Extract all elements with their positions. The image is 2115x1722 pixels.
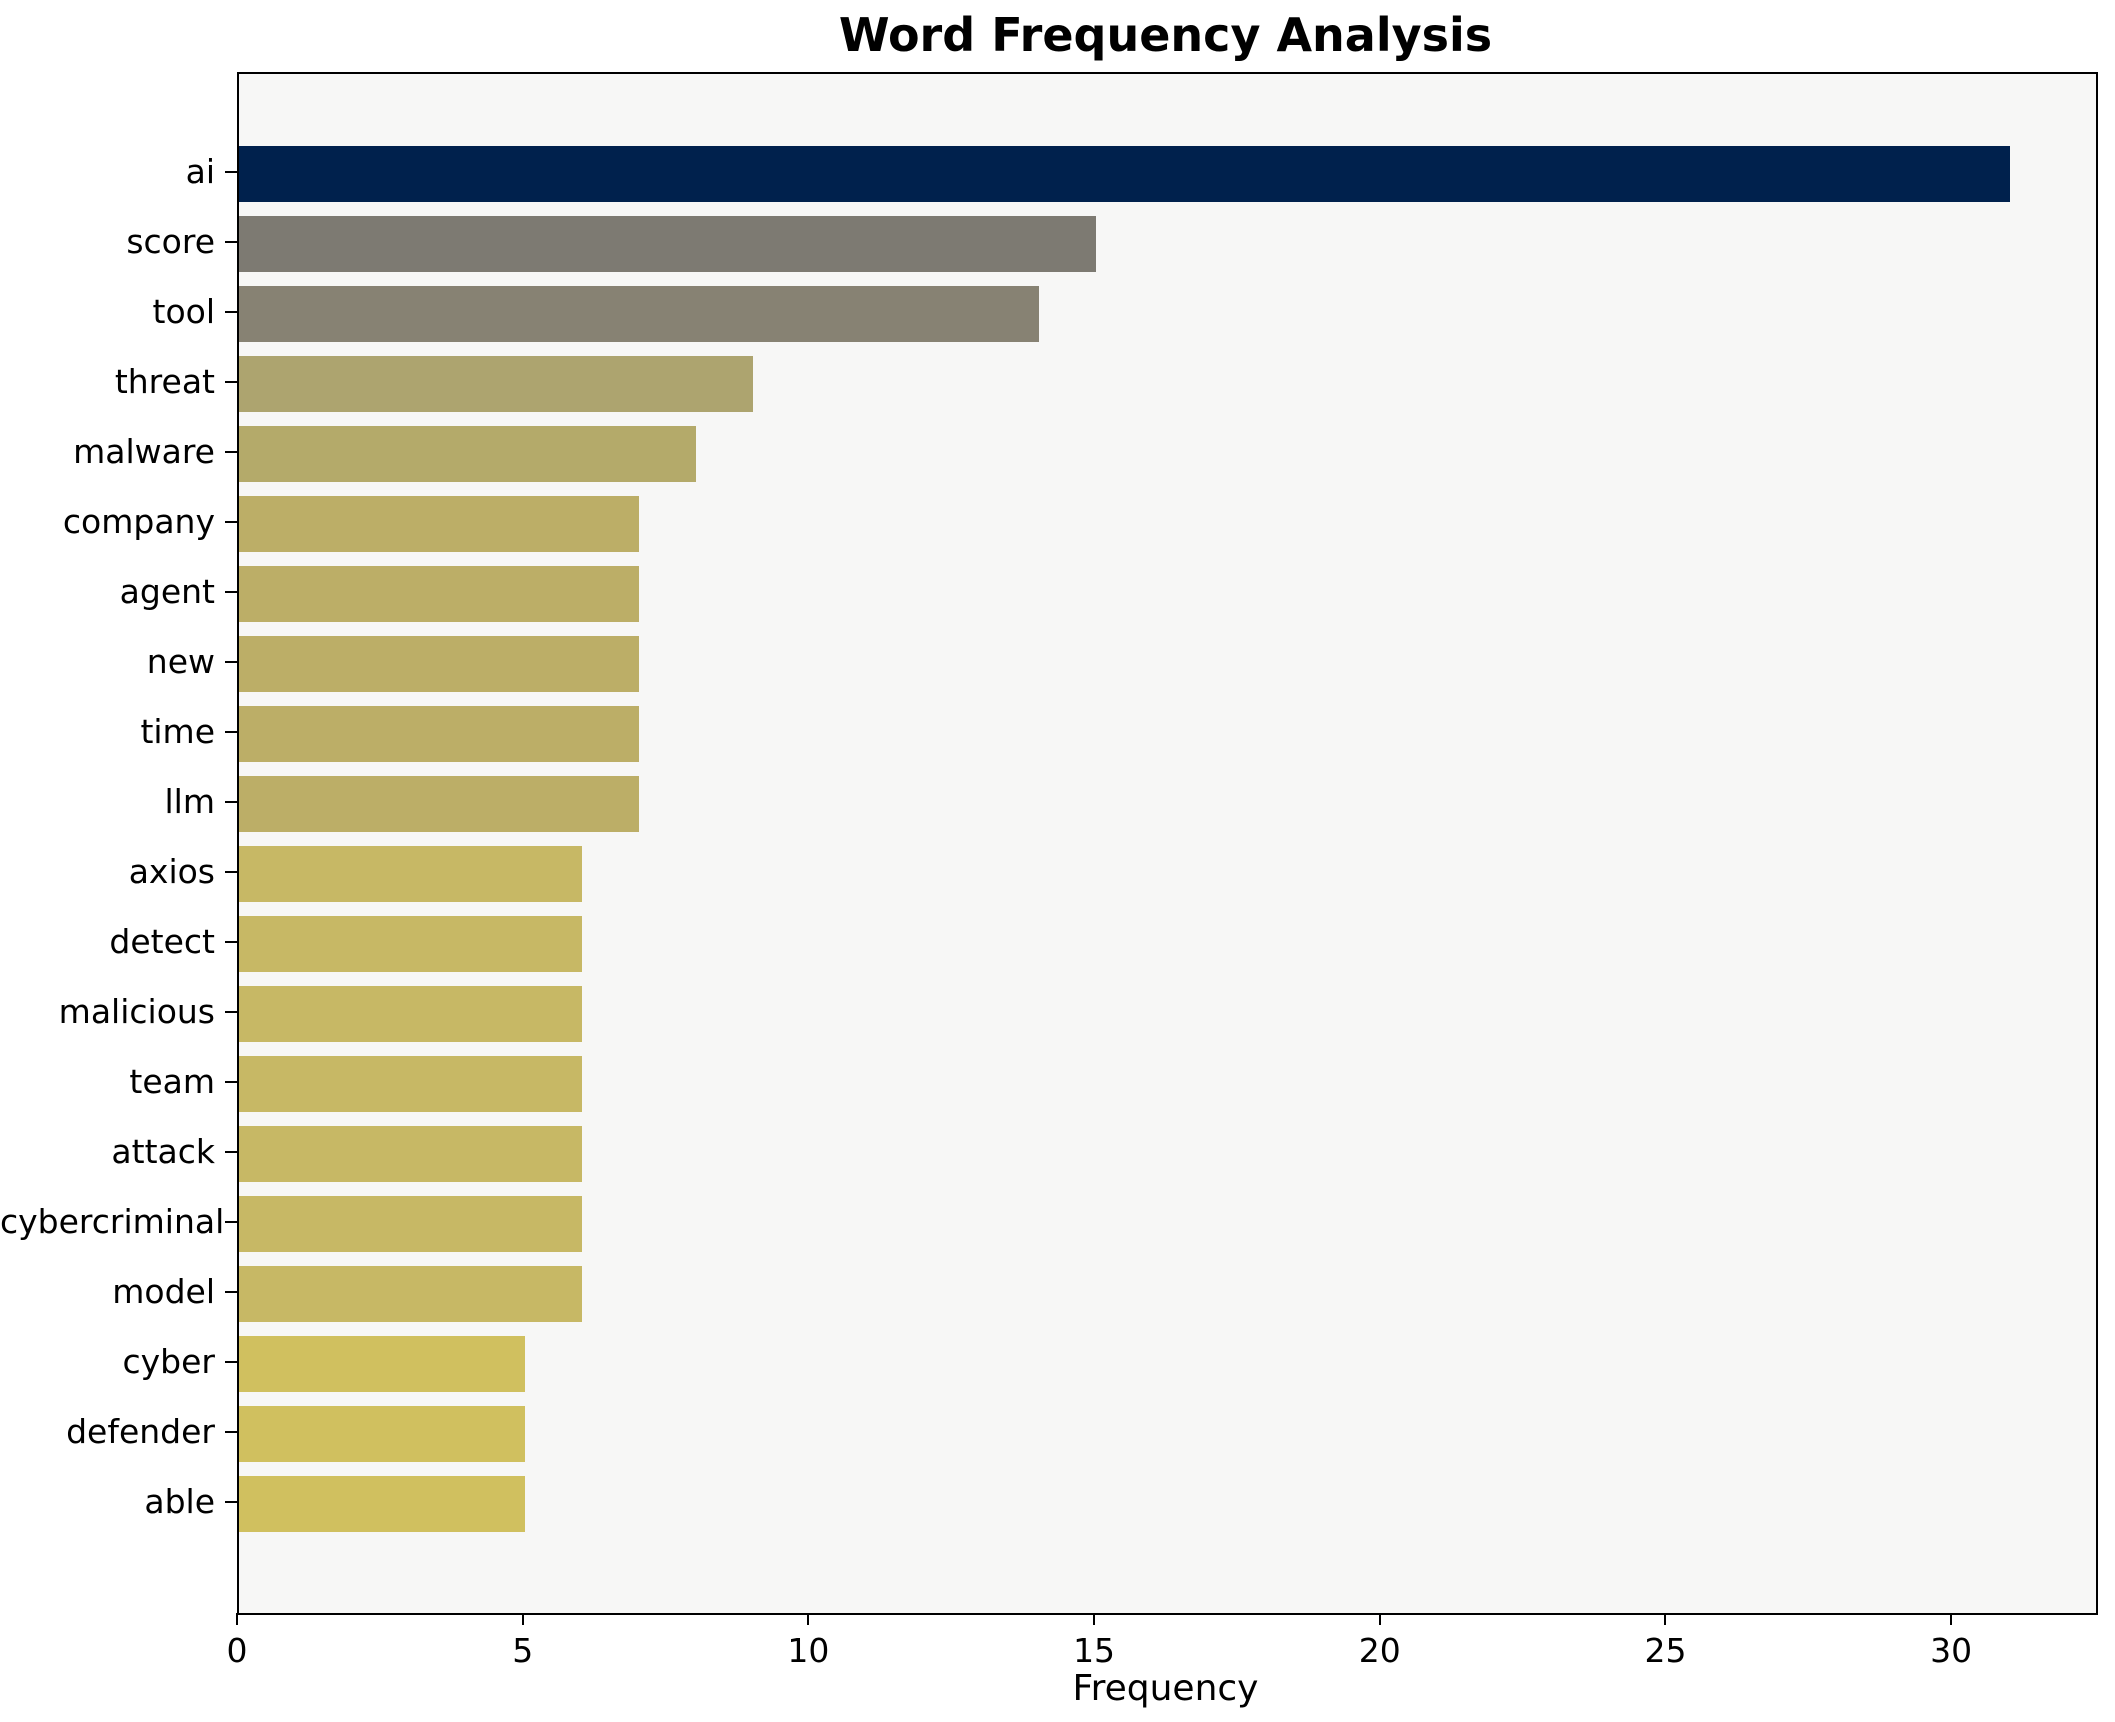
x-tick-30 <box>1950 1613 1953 1625</box>
y-tick-label-threat: threat <box>114 362 215 401</box>
y-tick-label-attack: attack <box>111 1132 215 1171</box>
y-tick-label-cybercriminal: cybercriminal <box>0 1202 225 1241</box>
y-tick-model <box>225 1291 237 1293</box>
x-tick-label-10: 10 <box>787 1631 830 1670</box>
x-tick-label-25: 25 <box>1644 1631 1687 1670</box>
x-tick-5 <box>521 1613 524 1625</box>
y-tick-score <box>225 241 237 243</box>
bar-team <box>239 1056 582 1112</box>
y-tick-label-malware: malware <box>73 432 215 471</box>
y-tick-malware <box>225 451 237 453</box>
x-tick-15 <box>1093 1613 1096 1625</box>
y-tick-tool <box>225 311 237 313</box>
y-tick-new <box>225 661 237 663</box>
bar-defender <box>239 1406 525 1462</box>
plot-area <box>237 72 2098 1615</box>
y-tick-malicious <box>225 1011 237 1013</box>
bar-time <box>239 706 639 762</box>
y-tick-label-company: company <box>62 502 215 541</box>
bar-threat <box>239 356 754 412</box>
y-tick-label-tool: tool <box>152 292 216 331</box>
bar-attack <box>239 1126 582 1182</box>
y-tick-detect <box>225 941 237 943</box>
y-tick-able <box>225 1501 237 1503</box>
y-tick-company <box>225 521 237 523</box>
y-tick-label-malicious: malicious <box>58 992 215 1031</box>
x-tick-label-20: 20 <box>1358 1631 1401 1670</box>
x-tick-10 <box>807 1613 810 1625</box>
y-tick-label-agent: agent <box>119 572 215 611</box>
bar-new <box>239 636 639 692</box>
y-tick-threat <box>225 381 237 383</box>
bar-tool <box>239 286 1039 342</box>
x-tick-label-15: 15 <box>1073 1631 1116 1670</box>
x-tick-label-5: 5 <box>512 1631 534 1670</box>
y-tick-label-able: able <box>144 1482 215 1521</box>
y-tick-label-llm: llm <box>164 782 215 821</box>
bar-cybercriminal <box>239 1196 582 1252</box>
x-tick-20 <box>1378 1613 1381 1625</box>
y-tick-time <box>225 731 237 733</box>
y-tick-label-model: model <box>112 1272 215 1311</box>
y-tick-defender <box>225 1431 237 1433</box>
y-tick-label-defender: defender <box>66 1412 215 1451</box>
y-tick-label-axios: axios <box>128 852 215 891</box>
bar-axios <box>239 846 582 902</box>
y-tick-label-score: score <box>126 222 215 261</box>
y-tick-cybercriminal <box>225 1221 237 1223</box>
bar-able <box>239 1476 525 1532</box>
y-tick-label-team: team <box>129 1062 215 1101</box>
bar-company <box>239 496 639 552</box>
bar-llm <box>239 776 639 832</box>
chart-title: Word Frequency Analysis <box>838 8 1493 62</box>
y-tick-llm <box>225 801 237 803</box>
y-tick-label-cyber: cyber <box>122 1342 216 1381</box>
y-tick-agent <box>225 591 237 593</box>
y-tick-team <box>225 1081 237 1083</box>
y-tick-label-new: new <box>146 642 215 681</box>
bar-malicious <box>239 986 582 1042</box>
y-tick-axios <box>225 871 237 873</box>
x-tick-label-0: 0 <box>226 1631 248 1670</box>
bar-ai <box>239 146 2011 202</box>
y-tick-cyber <box>225 1361 237 1363</box>
y-tick-ai <box>225 171 237 173</box>
y-tick-label-ai: ai <box>185 152 215 191</box>
bar-score <box>239 216 1097 272</box>
x-tick-25 <box>1664 1613 1667 1625</box>
y-tick-attack <box>225 1151 237 1153</box>
y-tick-label-detect: detect <box>109 922 215 961</box>
bar-detect <box>239 916 582 972</box>
bar-malware <box>239 426 697 482</box>
bar-model <box>239 1266 582 1322</box>
bar-cyber <box>239 1336 525 1392</box>
x-tick-0 <box>236 1613 238 1625</box>
x-tick-label-30: 30 <box>1930 1631 1973 1670</box>
y-tick-label-time: time <box>140 712 215 751</box>
x-axis-label: Frequency <box>1072 1668 1259 1709</box>
bar-agent <box>239 566 639 622</box>
